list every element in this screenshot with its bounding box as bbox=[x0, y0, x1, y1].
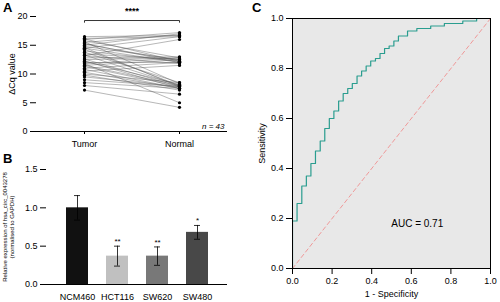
svg-text:NCM460: NCM460 bbox=[60, 292, 96, 302]
svg-text:1.5: 1.5 bbox=[25, 164, 38, 174]
svg-text:ΔCq value: ΔCq value bbox=[7, 53, 17, 95]
svg-text:0.2: 0.2 bbox=[271, 213, 284, 223]
svg-text:**: ** bbox=[114, 237, 120, 246]
svg-text:HCT116: HCT116 bbox=[101, 292, 134, 302]
svg-text:*: * bbox=[196, 216, 199, 225]
svg-text:0.6: 0.6 bbox=[405, 276, 418, 286]
svg-text:0.0: 0.0 bbox=[271, 263, 284, 273]
svg-text:0.8: 0.8 bbox=[445, 276, 458, 286]
html-text:C: C bbox=[252, 0, 262, 15]
svg-text:0.6: 0.6 bbox=[271, 113, 284, 123]
svg-text:0.8: 0.8 bbox=[271, 63, 284, 73]
svg-text:n = 43: n = 43 bbox=[202, 122, 225, 131]
svg-text:20: 20 bbox=[17, 11, 27, 21]
svg-text:5: 5 bbox=[22, 98, 27, 108]
svg-text:0: 0 bbox=[22, 126, 27, 136]
html-text:B: B bbox=[3, 151, 13, 166]
svg-text:15: 15 bbox=[17, 40, 27, 50]
svg-text:SW480: SW480 bbox=[183, 292, 213, 302]
svg-text:0.0: 0.0 bbox=[286, 276, 299, 286]
svg-text:Normal: Normal bbox=[165, 139, 194, 149]
svg-text:1.0: 1.0 bbox=[484, 276, 497, 286]
svg-text:0.2: 0.2 bbox=[326, 276, 339, 286]
svg-text:10: 10 bbox=[17, 69, 27, 79]
svg-text:0.4: 0.4 bbox=[365, 276, 378, 286]
svg-text:1 - Specificity: 1 - Specificity bbox=[365, 289, 419, 299]
svg-text:1.0: 1.0 bbox=[25, 203, 38, 213]
svg-text:Sensitivity: Sensitivity bbox=[257, 123, 267, 164]
svg-text:0.0: 0.0 bbox=[25, 279, 38, 289]
svg-text:1.0: 1.0 bbox=[271, 13, 284, 23]
svg-text:0.4: 0.4 bbox=[271, 163, 284, 173]
html-text:A: A bbox=[3, 0, 13, 15]
svg-text:AUC = 0.71: AUC = 0.71 bbox=[391, 218, 443, 229]
svg-text:0.5: 0.5 bbox=[25, 241, 38, 251]
svg-text:SW620: SW620 bbox=[143, 292, 173, 302]
svg-text:****: **** bbox=[125, 6, 140, 16]
svg-text:**: ** bbox=[154, 238, 160, 247]
svg-text:Tumor: Tumor bbox=[72, 139, 98, 149]
svg-text:Relative expression of hsa_cir: Relative expression of hsa_circ_0043278(… bbox=[2, 171, 15, 281]
